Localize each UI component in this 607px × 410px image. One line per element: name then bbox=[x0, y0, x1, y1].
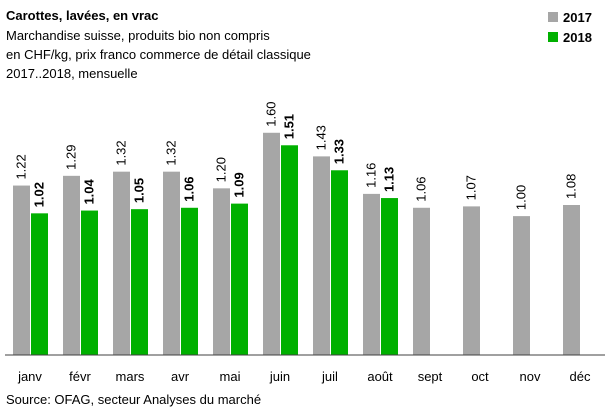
legend-label: 2018 bbox=[563, 30, 592, 45]
value-label: 1.06 bbox=[182, 176, 197, 201]
value-label: 1.04 bbox=[82, 178, 97, 204]
bar bbox=[113, 171, 130, 355]
bar bbox=[413, 207, 430, 355]
chart-title: Carottes, lavées, en vrac bbox=[6, 8, 158, 23]
x-tick-label: oct bbox=[471, 369, 489, 384]
value-label: 1.32 bbox=[164, 140, 179, 165]
x-tick-label: avr bbox=[171, 369, 190, 384]
bar bbox=[281, 145, 298, 355]
value-label: 1.07 bbox=[464, 175, 479, 200]
value-label: 1.51 bbox=[282, 114, 297, 139]
bar bbox=[463, 206, 480, 355]
bar bbox=[513, 216, 530, 355]
subtitle: en CHF/kg, prix franco commerce de détai… bbox=[6, 47, 311, 62]
bar bbox=[563, 205, 580, 355]
x-tick-label: nov bbox=[520, 369, 541, 384]
value-label: 1.29 bbox=[64, 145, 79, 170]
x-tick-label: juin bbox=[269, 369, 290, 384]
value-label: 1.02 bbox=[32, 182, 47, 207]
bar bbox=[13, 185, 30, 355]
bar bbox=[331, 170, 348, 355]
bar bbox=[231, 203, 248, 355]
value-label: 1.08 bbox=[564, 174, 579, 199]
x-tick-label: déc bbox=[570, 369, 591, 384]
value-label: 1.22 bbox=[14, 154, 29, 179]
value-label: 1.16 bbox=[364, 163, 379, 188]
value-label: 1.05 bbox=[132, 178, 147, 203]
value-label: 1.13 bbox=[382, 167, 397, 192]
x-tick-label: sept bbox=[418, 369, 443, 384]
value-label: 1.60 bbox=[264, 101, 279, 126]
value-label: 1.43 bbox=[314, 125, 329, 150]
bar bbox=[81, 210, 98, 355]
value-label: 1.20 bbox=[214, 157, 229, 182]
legend-label: 2017 bbox=[563, 10, 592, 25]
subtitle: 2017..2018, mensuelle bbox=[6, 66, 138, 81]
x-tick-label: janv bbox=[17, 369, 42, 384]
value-label: 1.00 bbox=[514, 185, 529, 210]
legend-swatch bbox=[548, 12, 558, 22]
bar bbox=[163, 171, 180, 355]
bar bbox=[313, 156, 330, 355]
x-tick-label: juil bbox=[321, 369, 338, 384]
value-label: 1.06 bbox=[414, 176, 429, 201]
source: Source: OFAG, secteur Analyses du marché bbox=[6, 392, 261, 407]
bar bbox=[31, 213, 48, 355]
bar bbox=[181, 207, 198, 355]
bar bbox=[131, 209, 148, 355]
value-label: 1.32 bbox=[114, 140, 129, 165]
legend-swatch bbox=[548, 32, 558, 42]
bar bbox=[213, 188, 230, 355]
bar bbox=[381, 198, 398, 355]
subtitle: Marchandise suisse, produits bio non com… bbox=[6, 28, 270, 43]
bar bbox=[363, 193, 380, 355]
bar bbox=[63, 175, 80, 355]
value-label: 1.09 bbox=[232, 172, 247, 197]
value-label: 1.33 bbox=[332, 139, 347, 164]
x-tick-label: mai bbox=[220, 369, 241, 384]
x-tick-label: août bbox=[367, 369, 393, 384]
x-tick-label: mars bbox=[116, 369, 145, 384]
bar bbox=[263, 132, 280, 355]
x-tick-label: févr bbox=[69, 369, 91, 384]
